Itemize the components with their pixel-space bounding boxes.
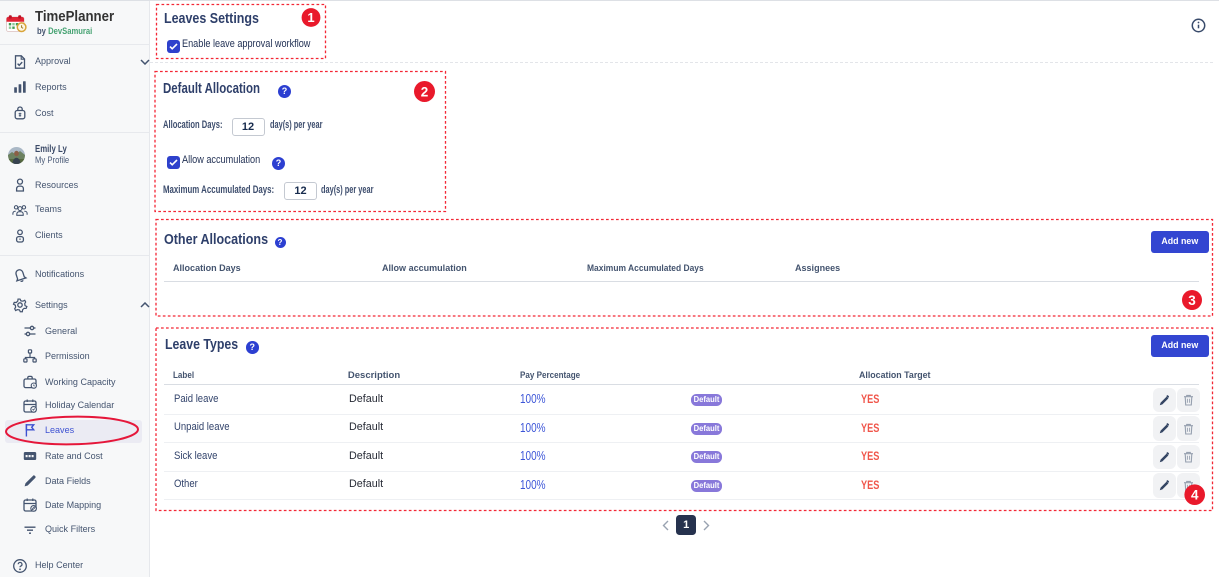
svg-text:2: 2	[421, 84, 429, 99]
svg-text:1: 1	[307, 10, 314, 25]
svg-text:3: 3	[1188, 293, 1196, 308]
